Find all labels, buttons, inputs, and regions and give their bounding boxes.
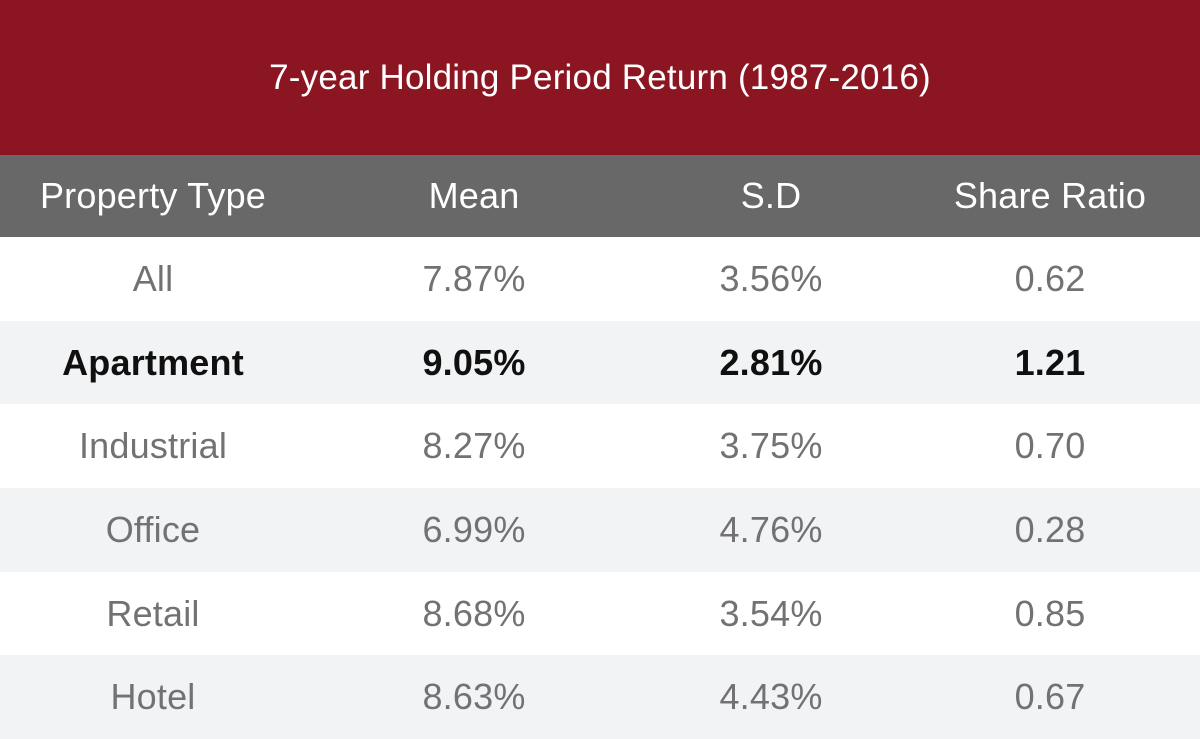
cell-share-ratio: 0.67 [1014, 676, 1086, 718]
cell-mean: 8.63% [422, 676, 526, 718]
cell-mean: 9.05% [422, 341, 526, 383]
table-row-retail: Retail 8.68% 3.54% 0.85 [0, 571, 1200, 656]
column-header-sd: S.D [740, 175, 802, 216]
cell-share-ratio: 1.21 [1014, 341, 1086, 383]
table-row-all: All 7.87% 3.56% 0.62 [0, 237, 1200, 321]
returns-table: Property Type Mean S.D Share Ratio All 7… [0, 155, 1200, 739]
cell-mean: 8.27% [422, 425, 526, 467]
cell-sd: 4.76% [719, 508, 823, 550]
cell-property-type: Apartment [62, 341, 244, 383]
cell-sd: 3.54% [719, 592, 823, 634]
cell-property-type: All [132, 257, 174, 299]
cell-mean: 8.68% [422, 592, 526, 634]
column-header-share-ratio: Share Ratio [953, 175, 1147, 216]
title-banner: 7-year Holding Period Return (1987-2016) [0, 0, 1200, 155]
cell-mean: 6.99% [422, 508, 526, 550]
cell-sd: 2.81% [719, 341, 823, 383]
table-header-row: Property Type Mean S.D Share Ratio [0, 155, 1200, 237]
cell-property-type: Industrial [78, 425, 228, 467]
cell-share-ratio: 0.70 [1014, 425, 1086, 467]
cell-share-ratio: 0.85 [1014, 592, 1086, 634]
cell-share-ratio: 0.28 [1014, 508, 1086, 550]
cell-property-type: Retail [106, 592, 200, 634]
page-title: 7-year Holding Period Return (1987-2016) [269, 57, 931, 97]
cell-property-type: Office [105, 508, 201, 550]
table-row-hotel: Hotel 8.63% 4.43% 0.67 [0, 655, 1200, 739]
column-header-property-type: Property Type [39, 175, 267, 216]
cell-sd: 3.56% [719, 257, 823, 299]
cell-property-type: Hotel [110, 676, 196, 718]
cell-share-ratio: 0.62 [1014, 257, 1086, 299]
table-row-apartment: Apartment 9.05% 2.81% 1.21 [0, 320, 1200, 405]
cell-mean: 7.87% [422, 257, 526, 299]
cell-sd: 3.75% [719, 425, 823, 467]
cell-sd: 4.43% [719, 676, 823, 718]
table-row-office: Office 6.99% 4.76% 0.28 [0, 488, 1200, 572]
column-header-mean: Mean [428, 175, 520, 216]
table-row-industrial: Industrial 8.27% 3.75% 0.70 [0, 404, 1200, 489]
